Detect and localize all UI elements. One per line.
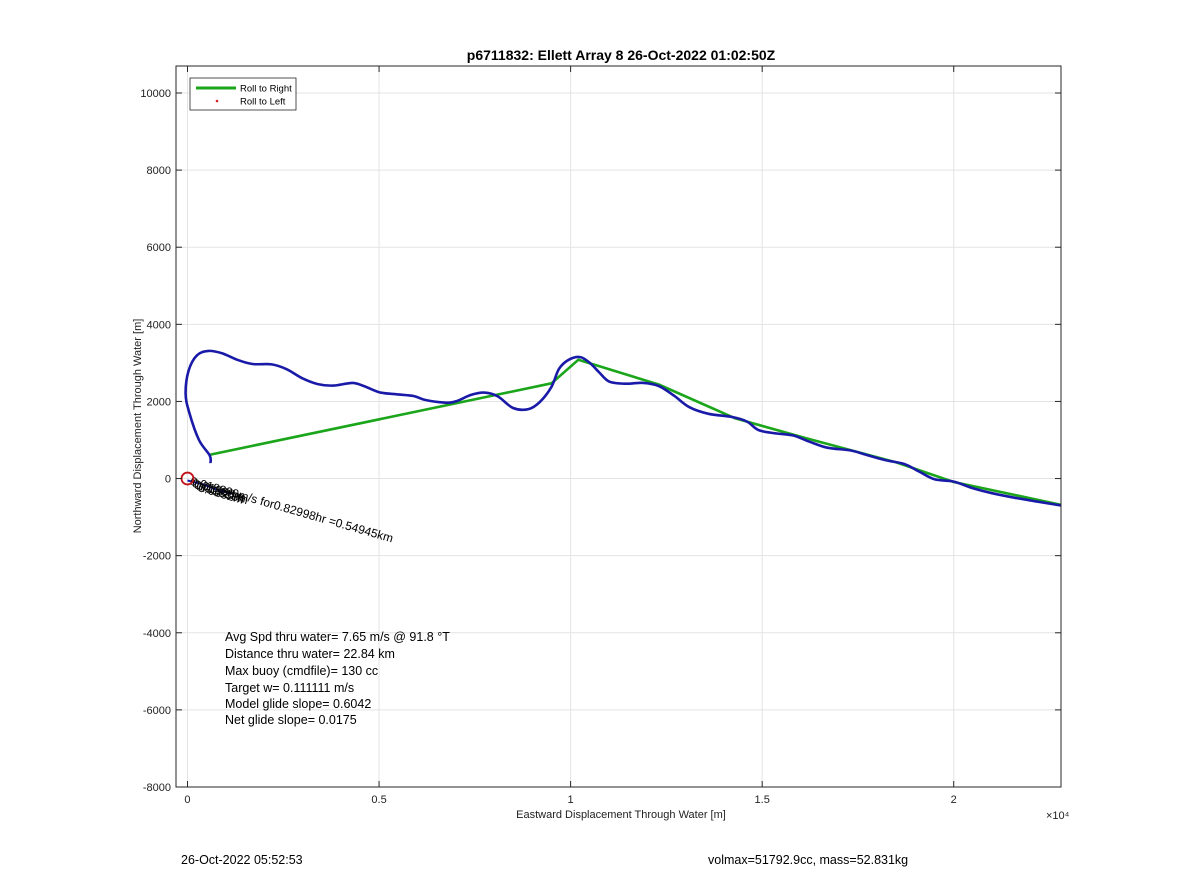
legend-swatch-roll-left: [215, 99, 219, 103]
series-track: [184, 349, 1061, 507]
plot-area: 0.01838m0.01921m0.01838m0.0132m0.018399m…: [140, 65, 1062, 806]
stat-net-glide-slope: Net glide slope= 0.0175: [225, 713, 357, 727]
y-tick-label: 4000: [147, 319, 171, 331]
stat-max-buoy: Max buoy (cmdfile)= 130 cc: [225, 664, 378, 678]
y-tick-label: 2000: [147, 396, 171, 408]
stats-block: Avg Spd thru water= 7.65 m/s @ 91.8 °T D…: [225, 630, 450, 727]
footer-timestamp: 26-Oct-2022 05:52:53: [181, 853, 303, 867]
stat-target-w: Target w= 0.111111 m/s: [225, 681, 354, 695]
legend-box: [189, 77, 297, 111]
y-tick-label: 8000: [147, 165, 171, 177]
stat-distance: Distance thru water= 22.84 km: [225, 647, 395, 661]
x-tick-label: 1: [568, 794, 574, 806]
legend-label-roll-left: Roll to Left: [240, 97, 286, 108]
y-axis-label: Northward Displacement Through Water [m]: [132, 319, 144, 534]
x-tick-label: 2: [951, 794, 957, 806]
x-tick-label: 0: [184, 794, 190, 806]
y-tick-label: 0: [165, 474, 171, 486]
footer-volmax-mass: volmax=51792.9cc, mass=52.831kg: [708, 853, 908, 867]
chart-title: p6711832: Ellett Array 8 26-Oct-2022 01:…: [467, 47, 776, 63]
legend-label-roll-right: Roll to Right: [240, 84, 292, 95]
y-tick-label: 6000: [147, 242, 171, 254]
x-axis-label: Eastward Displacement Through Water [m]: [516, 809, 726, 821]
y-tick-label: -2000: [143, 551, 171, 563]
y-tick-label: -8000: [143, 782, 171, 794]
stat-model-glide-slope: Model glide slope= 0.6042: [225, 697, 371, 711]
y-tick-label: 10000: [140, 88, 171, 100]
plot-border: [175, 65, 1062, 788]
plot-background: [176, 66, 1061, 787]
series-surface-drift: [187, 479, 234, 495]
x-axis-exponent: ×10⁴: [1046, 810, 1070, 822]
x-tick-label: 0.5: [371, 794, 386, 806]
y-tick-label: -6000: [143, 705, 171, 717]
x-tick-label: 1.5: [755, 794, 770, 806]
axis-ticks: 0 0.5 1 1.5 2 -8000 -6000 -4000 -2000 0 2000 4000 60…: [140, 66, 1061, 806]
y-tick-label: -4000: [143, 628, 171, 640]
stat-avg-speed: Avg Spd thru water= 7.65 m/s @ 91.8 °T: [225, 630, 450, 644]
legend: Roll to Right Roll to Left: [189, 77, 297, 111]
